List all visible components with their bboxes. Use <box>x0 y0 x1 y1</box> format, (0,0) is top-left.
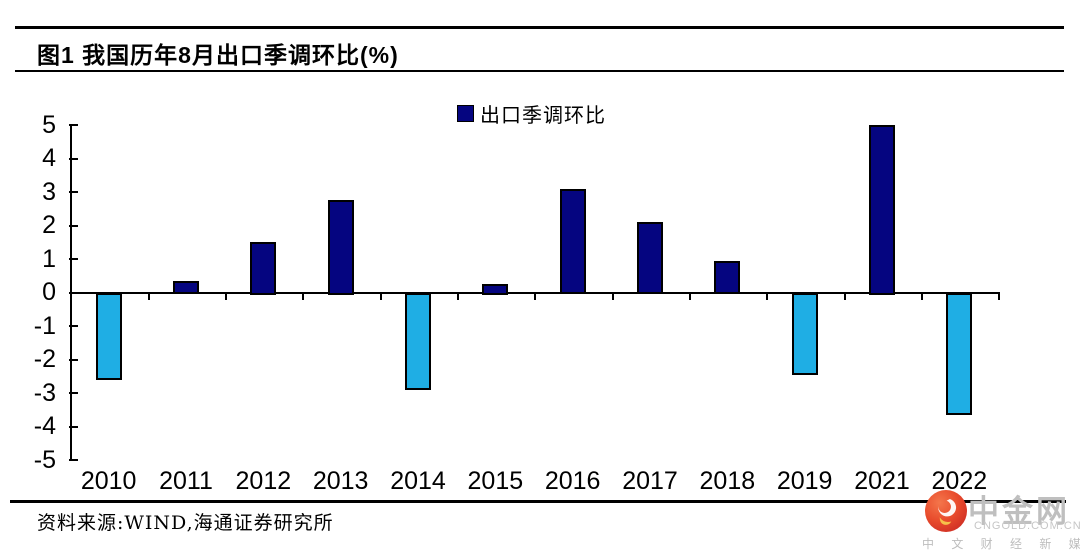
y-tick-mark <box>69 291 78 294</box>
x-axis-zero-line <box>70 292 998 294</box>
title-bottom-rule <box>15 70 1064 72</box>
x-tick-label-2014: 2014 <box>390 467 446 495</box>
y-tick-label--1: -1 <box>33 311 56 340</box>
bar-2018 <box>714 260 741 295</box>
x-tick-label-2013: 2013 <box>312 467 369 495</box>
footer-rule <box>10 500 1066 503</box>
watermark-domain: CNGOLD.COM.CN <box>974 520 1080 532</box>
bar-2014 <box>405 292 431 390</box>
bar-2019 <box>791 292 818 375</box>
x-tick-mark <box>224 292 227 300</box>
y-tick-mark <box>69 191 78 193</box>
bar-2015 <box>482 284 509 295</box>
bar-2021 <box>869 125 895 295</box>
x-tick-label-2012: 2012 <box>235 467 292 495</box>
chart-legend: 出口季调环比 <box>457 99 606 128</box>
x-tick-mark <box>998 292 1001 300</box>
y-tick-mark <box>69 258 78 260</box>
y-tick-mark <box>69 459 78 461</box>
y-tick-mark <box>69 325 78 327</box>
x-tick-mark <box>920 292 923 300</box>
y-tick-mark <box>69 157 78 160</box>
watermark-tagline: 中 文 财 经 新 媒 体 <box>922 537 1080 551</box>
y-tick-label-1: 1 <box>42 244 56 273</box>
x-tick-mark <box>379 292 382 300</box>
x-tick-label-2018: 2018 <box>699 467 756 495</box>
x-tick-label-2022: 2022 <box>931 467 988 495</box>
cngold-logo-icon <box>925 490 967 532</box>
x-tick-label-2019: 2019 <box>776 467 833 495</box>
y-tick-label--5: -5 <box>33 445 56 474</box>
x-tick-label-2011: 2011 <box>159 467 213 495</box>
watermark-brand: 中金网 <box>968 494 1070 529</box>
bar-2011 <box>173 280 199 295</box>
y-tick-mark <box>69 392 78 394</box>
y-tick-label--2: -2 <box>33 345 56 373</box>
x-tick-mark <box>611 292 614 300</box>
x-tick-mark <box>456 292 459 300</box>
x-tick-mark <box>766 292 769 300</box>
y-tick-label-0: 0 <box>42 278 56 306</box>
y-tick-label-5: 5 <box>42 110 56 139</box>
x-tick-mark <box>147 292 150 300</box>
x-tick-label-2010: 2010 <box>80 467 137 495</box>
legend-swatch-icon <box>457 105 474 122</box>
y-tick-label-2: 2 <box>42 211 56 239</box>
y-tick-mark <box>69 124 78 126</box>
bar-2016 <box>559 188 586 295</box>
bar-2022 <box>946 292 973 415</box>
y-tick-mark <box>69 358 78 361</box>
y-tick-label-3: 3 <box>42 177 56 206</box>
bar-2012 <box>250 242 277 295</box>
title-top-rule <box>15 26 1064 29</box>
bar-2010 <box>95 292 122 380</box>
x-tick-label-2016: 2016 <box>544 467 601 495</box>
y-tick-label--3: -3 <box>33 378 56 407</box>
x-tick-mark <box>688 292 691 300</box>
bar-2017 <box>637 222 663 295</box>
legend-label: 出口季调环比 <box>480 105 606 127</box>
x-tick-mark <box>302 292 305 300</box>
x-tick-label-2021: 2021 <box>854 467 910 495</box>
x-tick-label-2017: 2017 <box>622 467 678 495</box>
bar-2013 <box>327 200 354 295</box>
figure-title: 图1 我国历年8月出口季调环比(%) <box>37 42 399 68</box>
x-tick-label-2015: 2015 <box>467 467 524 495</box>
x-tick-mark <box>534 292 537 300</box>
bar-chart-plot-area <box>69 124 1001 461</box>
watermark: 中金网 CNGOLD.COM.CN 中 文 财 经 新 媒 体 <box>922 486 1080 556</box>
y-tick-mark <box>69 425 78 428</box>
y-tick-label-4: 4 <box>42 144 56 172</box>
y-tick-label--4: -4 <box>33 412 56 440</box>
x-tick-mark <box>843 292 846 300</box>
y-tick-mark <box>69 224 78 227</box>
source-note: 资料来源:WIND,海通证券研究所 <box>37 512 334 534</box>
